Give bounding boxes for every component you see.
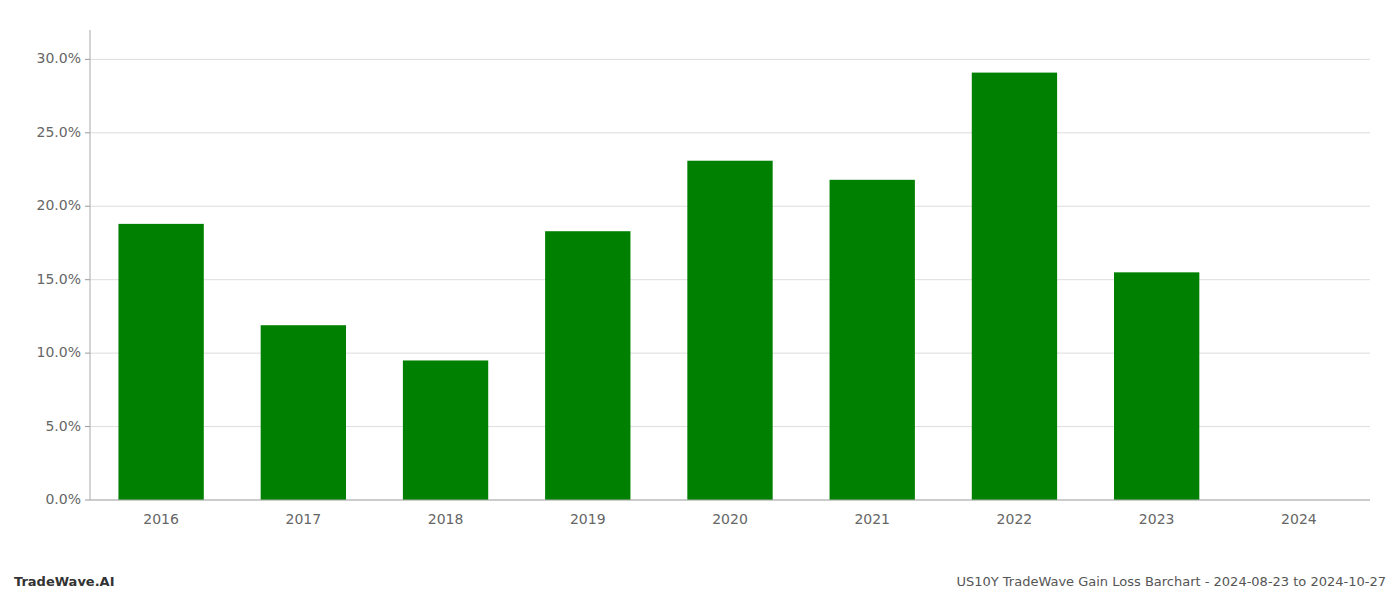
y-tick (85, 500, 90, 501)
x-tick-label: 2022 (997, 511, 1033, 527)
x-tick-label: 2017 (286, 511, 322, 527)
y-tick (85, 279, 90, 280)
x-tick-label: 2019 (570, 511, 606, 527)
grid-line (90, 59, 1370, 60)
bar (261, 325, 346, 500)
grid (90, 59, 1370, 500)
bar (830, 180, 915, 500)
grid-line (90, 132, 1370, 133)
y-tick-label: 10.0% (37, 344, 81, 360)
bars (118, 73, 1199, 500)
bar (972, 73, 1057, 500)
y-axis-line (90, 30, 91, 500)
y-tick-label: 5.0% (45, 418, 81, 434)
x-tick-label: 2021 (854, 511, 890, 527)
chart-container: 0.0%5.0%10.0%15.0%20.0%25.0%30.0%2016201… (0, 0, 1400, 600)
y-tick (85, 206, 90, 207)
y-axis: 0.0% 5.0% 10.0% 15.0% 20.0% 25.0% 30.0% (37, 50, 90, 507)
chart-svg: 0.0%5.0%10.0%15.0%20.0%25.0%30.0%2016201… (0, 0, 1400, 600)
y-tick-label: 30.0% (37, 50, 81, 66)
y-tick-label: 20.0% (37, 197, 81, 213)
x-tick-label: 2016 (143, 511, 179, 527)
bar (1114, 272, 1199, 500)
y-tick-label: 0.0% (45, 491, 81, 507)
bar (118, 224, 203, 500)
x-tick-label: 2018 (428, 511, 464, 527)
x-axis: 2016 2017 2018 2019 2020 2021 2022 2023 2024 (143, 511, 1316, 527)
y-tick (85, 426, 90, 427)
chart-title: US10Y TradeWave Gain Loss Barchart - 202… (956, 574, 1386, 589)
bar (545, 231, 630, 500)
y-tick (85, 132, 90, 133)
x-tick-label: 2020 (712, 511, 748, 527)
y-tick (85, 353, 90, 354)
x-tick-label: 2024 (1281, 511, 1317, 527)
bar (403, 360, 488, 500)
x-tick-label: 2023 (1139, 511, 1175, 527)
y-tick-label: 15.0% (37, 271, 81, 287)
footer-left: TradeWave.AI (14, 574, 115, 589)
grid-line (90, 500, 1370, 501)
bar (687, 161, 772, 500)
x-axis-line (90, 500, 1370, 501)
y-tick (85, 59, 90, 60)
y-tick-label: 25.0% (37, 124, 81, 140)
